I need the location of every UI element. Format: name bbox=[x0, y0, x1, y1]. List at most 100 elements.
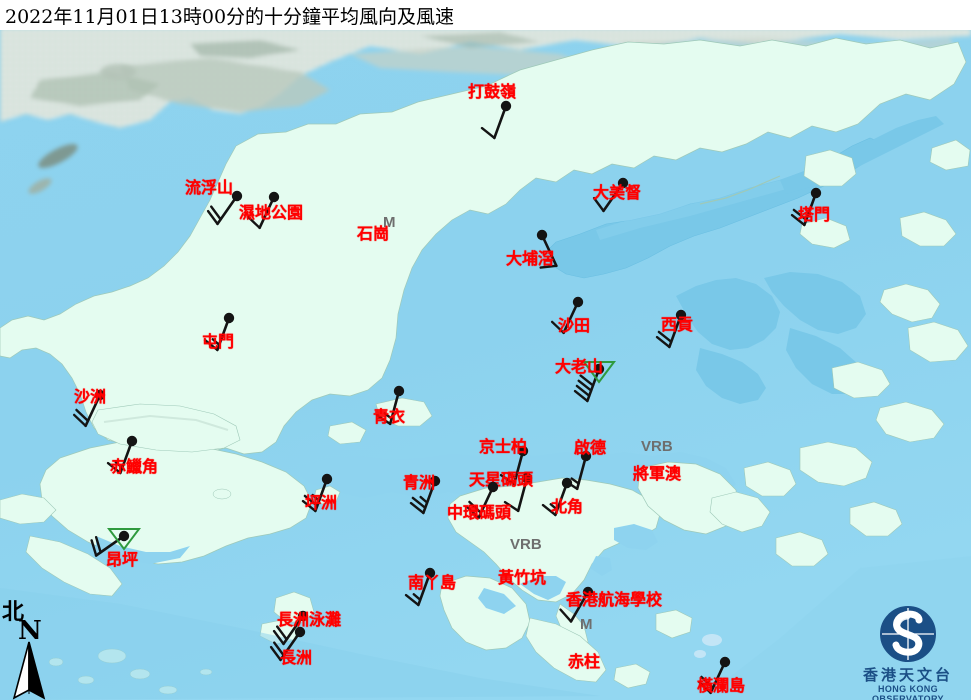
station-label: 赤柱 bbox=[568, 652, 601, 671]
station-label: 坪洲 bbox=[305, 493, 338, 512]
wind-barb bbox=[301, 477, 329, 513]
station-dot bbox=[675, 309, 687, 321]
gust-triangle-icon bbox=[582, 361, 616, 384]
wind-barb bbox=[409, 479, 437, 515]
station-dot bbox=[561, 477, 573, 489]
station-dot bbox=[517, 445, 529, 457]
wind-barb bbox=[573, 367, 601, 403]
variable-wind-flag: VRB bbox=[641, 438, 673, 455]
station-dot bbox=[126, 435, 138, 447]
station-label: 沙洲 bbox=[74, 387, 107, 406]
station-label: 流浮山 bbox=[185, 178, 234, 197]
station-label: 北角 bbox=[551, 497, 584, 516]
station-dot bbox=[810, 187, 822, 199]
mainland-satellite-texture bbox=[0, 28, 971, 128]
station-dot bbox=[393, 385, 405, 397]
station-label: 中環碼頭 bbox=[447, 503, 512, 522]
wind-barb bbox=[269, 630, 302, 662]
wind-barb bbox=[559, 590, 590, 623]
station-dot bbox=[719, 656, 731, 668]
wind-barb bbox=[480, 104, 508, 140]
wind-barb bbox=[592, 181, 625, 213]
north-arrow-icon bbox=[12, 641, 46, 700]
station-label: 橫瀾島 bbox=[697, 676, 746, 695]
station-dot bbox=[536, 229, 548, 241]
station-dot bbox=[321, 473, 333, 485]
hko-logo: 香港天文台 HONG KONG OBSERVATORY bbox=[845, 606, 971, 700]
hko-emblem-icon bbox=[880, 606, 936, 662]
wind-barb bbox=[539, 233, 558, 269]
wind-barb bbox=[790, 191, 818, 227]
wind-barb bbox=[655, 313, 683, 349]
station-dot bbox=[617, 177, 629, 189]
station-dot bbox=[94, 389, 106, 401]
title-bar: 2022年11月01日13時00分的十分鐘平均風向及風速 bbox=[0, 0, 971, 30]
station-label: 大老山 bbox=[555, 357, 604, 376]
station-label: 昂坪 bbox=[106, 550, 139, 569]
station-label: 將軍澳 bbox=[633, 464, 682, 483]
variable-wind-flag: VRB bbox=[510, 536, 542, 553]
sai-kung-bay bbox=[676, 278, 780, 350]
page-title: 2022年11月01日13時00分的十分鐘平均風向及風速 bbox=[5, 6, 455, 28]
station-label: 大埔滘 bbox=[506, 249, 555, 268]
wind-barb bbox=[550, 300, 580, 335]
wind-barb bbox=[404, 571, 432, 607]
station-dot bbox=[297, 610, 309, 622]
station-dot bbox=[580, 450, 592, 462]
station-label: 屯門 bbox=[202, 332, 235, 351]
station-dot bbox=[424, 567, 436, 579]
compass-label-en: N bbox=[18, 616, 42, 646]
missing-data-flag: M bbox=[580, 616, 593, 633]
station-label: 打鼓嶺 bbox=[468, 82, 517, 101]
station-dot bbox=[521, 472, 533, 484]
station-label: 黃竹坑 bbox=[498, 568, 547, 587]
wind-barb bbox=[541, 481, 569, 517]
station-label: 大美督 bbox=[593, 183, 642, 202]
station-dot bbox=[429, 475, 441, 487]
wind-barb bbox=[499, 449, 525, 486]
station-label: 西貢 bbox=[661, 315, 694, 334]
wind-barb bbox=[503, 476, 529, 513]
hko-logo-en: HONG KONG OBSERVATORY bbox=[872, 684, 944, 700]
station-dot bbox=[268, 191, 280, 203]
landmass-new-territories bbox=[0, 37, 967, 463]
station-dot bbox=[223, 312, 235, 324]
wind-barb bbox=[375, 389, 401, 426]
wind-barb bbox=[106, 439, 134, 475]
station-dot bbox=[118, 530, 130, 542]
wind-barb bbox=[72, 393, 102, 428]
wind-barb bbox=[246, 195, 276, 230]
station-label: 石崗 bbox=[357, 224, 390, 243]
wind-barb bbox=[206, 194, 239, 226]
station-label: 京士柏 bbox=[479, 437, 528, 456]
victoria-harbour bbox=[300, 452, 736, 500]
compass-label-cn: 北 bbox=[2, 599, 25, 625]
station-dot bbox=[572, 296, 584, 308]
station-dot bbox=[500, 100, 512, 112]
station-dot bbox=[231, 190, 243, 202]
station-label: 塔門 bbox=[798, 205, 831, 224]
gust-triangle-icon bbox=[107, 528, 141, 551]
station-label: 赤鱲角 bbox=[110, 457, 159, 476]
station-dot bbox=[593, 363, 605, 375]
wind-barb bbox=[90, 534, 126, 557]
map-geography bbox=[0, 28, 971, 700]
station-label: 南丫島 bbox=[408, 573, 457, 592]
wind-barb bbox=[697, 660, 727, 695]
wind-barb bbox=[465, 485, 495, 520]
station-label: 沙田 bbox=[558, 316, 591, 335]
lamma-island bbox=[439, 575, 531, 651]
compass-rose: 北 N bbox=[2, 594, 62, 700]
station-dot bbox=[294, 626, 306, 638]
station-label: 長洲 bbox=[280, 648, 313, 667]
missing-data-flag: M bbox=[383, 214, 396, 231]
station-label: 天星碼頭 bbox=[469, 470, 534, 489]
station-dot bbox=[487, 481, 499, 493]
station-label: 啟德 bbox=[574, 438, 607, 457]
station-label: 青衣 bbox=[373, 407, 406, 426]
map-canvas[interactable]: 打鼓嶺 流浮山 濕地公園 M 石崗 大美督 大埔滘 塔門 屯門 沙田 西貢 大老山 沙洲 青衣 赤鱲角 京士柏… bbox=[0, 28, 971, 700]
wind-barb bbox=[203, 316, 231, 352]
station-label: 濕地公園 bbox=[239, 203, 304, 222]
station-label: 香港航海學校 bbox=[566, 590, 663, 609]
